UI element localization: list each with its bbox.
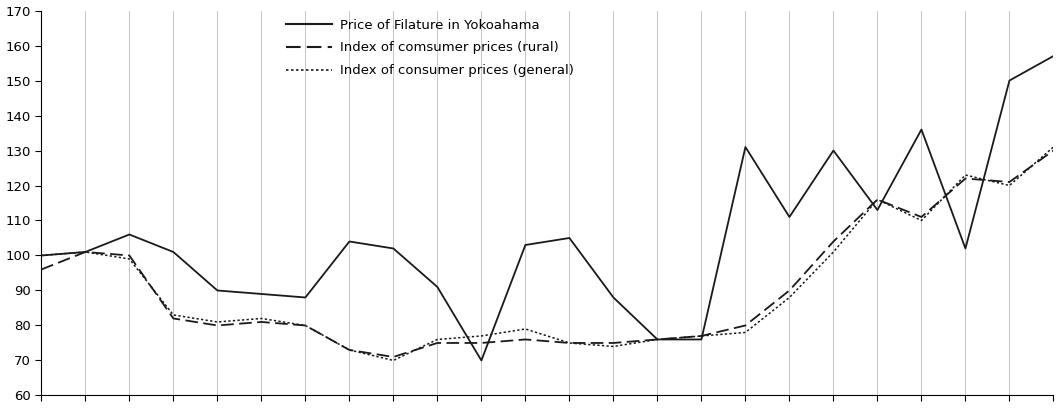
Index of comsumer prices (rural) <box>739 323 752 328</box>
Price of Filature in Yokoahama <box>872 207 884 212</box>
Price of Filature in Yokoahama <box>211 288 223 293</box>
Index of comsumer prices (rural) <box>915 215 928 220</box>
Index of comsumer prices (rural) <box>255 319 268 324</box>
Index of comsumer prices (rural) <box>959 176 972 181</box>
Price of Filature in Yokoahama <box>343 239 356 244</box>
Index of consumer prices (general) <box>563 341 576 346</box>
Index of consumer prices (general) <box>651 337 664 342</box>
Index of comsumer prices (rural) <box>299 323 311 328</box>
Index of comsumer prices (rural) <box>783 288 795 293</box>
Price of Filature in Yokoahama <box>827 148 840 153</box>
Index of consumer prices (general) <box>79 249 92 254</box>
Index of consumer prices (general) <box>343 348 356 353</box>
Index of consumer prices (general) <box>519 326 532 331</box>
Index of comsumer prices (rural) <box>1047 148 1059 153</box>
Index of consumer prices (general) <box>1003 183 1016 188</box>
Index of consumer prices (general) <box>431 337 444 342</box>
Legend: Price of Filature in Yokoahama, Index of comsumer prices (rural), Index of consu: Price of Filature in Yokoahama, Index of… <box>281 13 579 83</box>
Index of comsumer prices (rural) <box>431 341 444 346</box>
Index of consumer prices (general) <box>959 173 972 178</box>
Index of comsumer prices (rural) <box>651 337 664 342</box>
Price of Filature in Yokoahama <box>123 232 136 237</box>
Index of consumer prices (general) <box>299 323 311 328</box>
Index of comsumer prices (rural) <box>475 341 488 346</box>
Index of consumer prices (general) <box>695 333 707 338</box>
Index of consumer prices (general) <box>739 330 752 335</box>
Index of comsumer prices (rural) <box>607 341 620 346</box>
Price of Filature in Yokoahama <box>915 127 928 132</box>
Index of comsumer prices (rural) <box>563 341 576 346</box>
Index of consumer prices (general) <box>915 218 928 223</box>
Index of consumer prices (general) <box>475 333 488 338</box>
Index of comsumer prices (rural) <box>827 239 840 244</box>
Price of Filature in Yokoahama <box>607 295 620 300</box>
Price of Filature in Yokoahama <box>299 295 311 300</box>
Index of comsumer prices (rural) <box>35 267 48 272</box>
Price of Filature in Yokoahama <box>255 292 268 297</box>
Index of consumer prices (general) <box>211 319 223 324</box>
Price of Filature in Yokoahama <box>1003 78 1016 83</box>
Index of consumer prices (general) <box>255 316 268 321</box>
Index of comsumer prices (rural) <box>123 253 136 258</box>
Price of Filature in Yokoahama <box>167 249 180 254</box>
Index of comsumer prices (rural) <box>167 316 180 321</box>
Line: Index of consumer prices (general): Index of consumer prices (general) <box>41 147 1054 360</box>
Line: Price of Filature in Yokoahama: Price of Filature in Yokoahama <box>41 56 1054 360</box>
Index of comsumer prices (rural) <box>519 337 532 342</box>
Index of comsumer prices (rural) <box>872 197 884 202</box>
Index of consumer prices (general) <box>167 312 180 317</box>
Price of Filature in Yokoahama <box>651 337 664 342</box>
Price of Filature in Yokoahama <box>35 253 48 258</box>
Price of Filature in Yokoahama <box>739 144 752 149</box>
Price of Filature in Yokoahama <box>1047 54 1059 58</box>
Index of comsumer prices (rural) <box>1003 180 1016 184</box>
Price of Filature in Yokoahama <box>79 249 92 254</box>
Index of consumer prices (general) <box>783 295 795 300</box>
Price of Filature in Yokoahama <box>387 246 399 251</box>
Index of comsumer prices (rural) <box>79 249 92 254</box>
Index of consumer prices (general) <box>387 358 399 363</box>
Index of comsumer prices (rural) <box>695 333 707 338</box>
Index of consumer prices (general) <box>35 253 48 258</box>
Index of comsumer prices (rural) <box>211 323 223 328</box>
Index of comsumer prices (rural) <box>387 355 399 360</box>
Price of Filature in Yokoahama <box>519 243 532 247</box>
Price of Filature in Yokoahama <box>431 285 444 290</box>
Line: Index of comsumer prices (rural): Index of comsumer prices (rural) <box>41 151 1054 357</box>
Index of consumer prices (general) <box>827 249 840 254</box>
Price of Filature in Yokoahama <box>695 337 707 342</box>
Index of consumer prices (general) <box>123 256 136 261</box>
Index of consumer prices (general) <box>607 344 620 349</box>
Price of Filature in Yokoahama <box>475 358 488 363</box>
Index of comsumer prices (rural) <box>343 348 356 353</box>
Index of consumer prices (general) <box>872 197 884 202</box>
Index of consumer prices (general) <box>1047 144 1059 149</box>
Price of Filature in Yokoahama <box>563 236 576 240</box>
Price of Filature in Yokoahama <box>783 215 795 220</box>
Price of Filature in Yokoahama <box>959 246 972 251</box>
